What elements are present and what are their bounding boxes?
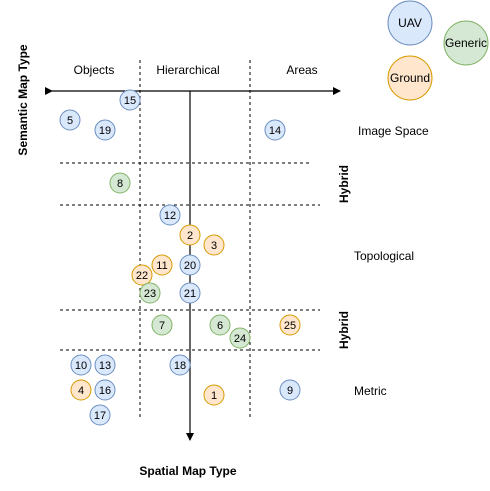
ref-node-label: 2 (187, 230, 193, 242)
ref-node-circle (203, 384, 225, 406)
ref-node-label: 4 (78, 385, 84, 397)
legend-generic-circle (443, 20, 489, 66)
ref-node-label: 16 (99, 385, 111, 397)
ref-node-circle (119, 89, 141, 111)
ref-node-label: 14 (269, 125, 281, 137)
ref-node-18: 18 (169, 354, 191, 376)
spatial-axis-title: Spatial Map Type (139, 464, 236, 478)
ref-node-19: 19 (94, 119, 116, 141)
ref-node-label: 20 (184, 260, 196, 272)
ref-node-4: 4 (70, 379, 92, 401)
ref-node-circle (279, 314, 301, 336)
ref-node-circle (151, 314, 173, 336)
ref-node-circle (151, 254, 173, 276)
ref-node-circle (94, 354, 116, 376)
ref-node-label: 23 (144, 288, 156, 300)
ref-node-label: 12 (164, 210, 176, 222)
ref-node-circle (70, 379, 92, 401)
ref-node-circle (94, 119, 116, 141)
ref-node-11: 11 (151, 254, 173, 276)
ref-node-label: 5 (67, 115, 73, 127)
row-topological: Topological (354, 249, 414, 263)
ref-node-circle (179, 224, 201, 246)
ref-node-circle (203, 234, 225, 256)
ref-node-circle (59, 109, 81, 131)
ref-node-14: 14 (264, 119, 286, 141)
ref-node-circle (279, 379, 301, 401)
ref-node-label: 15 (124, 95, 136, 107)
ref-node-20: 20 (179, 254, 201, 276)
ref-node-25: 25 (279, 314, 301, 336)
row-image-space: Image Space (358, 124, 429, 138)
ref-node-label: 9 (287, 385, 293, 397)
ref-node-1: 1 (203, 384, 225, 406)
ref-node-circle (94, 379, 116, 401)
ref-node-8: 8 (109, 172, 131, 194)
column-areas: Areas (286, 63, 317, 77)
legend-uav-label: UAV (398, 16, 422, 30)
ref-node-16: 16 (94, 379, 116, 401)
ref-node-label: 10 (75, 360, 87, 372)
ref-node-circle (264, 119, 286, 141)
ref-node-label: 21 (184, 288, 196, 300)
row-hybrid-lower: Hybrid (337, 311, 351, 349)
ref-node-circle (139, 282, 161, 304)
ref-node-23: 23 (139, 282, 161, 304)
legend-uav: UAV (387, 0, 433, 46)
semantic-axis-title: Semantic Map Type (16, 44, 30, 155)
ref-node-5: 5 (59, 109, 81, 131)
ref-node-label: 17 (94, 410, 106, 422)
ref-node-17: 17 (89, 404, 111, 426)
ref-node-7: 7 (151, 314, 173, 336)
ref-node-22: 22 (131, 264, 153, 286)
ref-node-15: 15 (119, 89, 141, 111)
column-objects: Objects (74, 63, 115, 77)
legend-ground-label: Ground (390, 71, 430, 85)
column-hierarchical: Hierarchical (156, 63, 219, 77)
ref-node-12: 12 (159, 204, 181, 226)
legend-ground-circle (387, 55, 433, 101)
legend-ground: Ground (387, 55, 433, 101)
ref-node-13: 13 (94, 354, 116, 376)
ref-node-label: 24 (234, 333, 246, 345)
ref-node-label: 25 (284, 320, 296, 332)
ref-node-circle (89, 404, 111, 426)
ref-node-9: 9 (279, 379, 301, 401)
row-metric: Metric (354, 384, 387, 398)
legend-generic: Generic (443, 20, 489, 66)
ref-node-3: 3 (203, 234, 225, 256)
ref-node-circle (109, 172, 131, 194)
ref-node-circle (169, 354, 191, 376)
ref-node-6: 6 (209, 314, 231, 336)
ref-node-label: 19 (99, 125, 111, 137)
ref-node-label: 8 (117, 178, 123, 190)
ref-node-24: 24 (229, 327, 251, 349)
ref-node-label: 1 (211, 390, 217, 402)
ref-node-circle (179, 282, 201, 304)
ref-node-circle (209, 314, 231, 336)
ref-node-label: 6 (217, 320, 223, 332)
ref-node-circle (179, 254, 201, 276)
ref-node-label: 7 (159, 320, 165, 332)
ref-node-21: 21 (179, 282, 201, 304)
ref-node-label: 3 (211, 240, 217, 252)
ref-node-10: 10 (70, 354, 92, 376)
legend-uav-circle (387, 0, 433, 46)
ref-node-circle (159, 204, 181, 226)
ref-node-circle (229, 327, 251, 349)
ref-node-label: 11 (156, 260, 167, 272)
ref-node-label: 22 (136, 270, 148, 282)
ref-node-circle (131, 264, 153, 286)
legend-generic-label: Generic (445, 36, 487, 50)
ref-node-label: 13 (99, 360, 111, 372)
ref-node-label: 18 (174, 360, 186, 372)
row-hybrid-upper: Hybrid (337, 165, 351, 203)
ref-node-circle (70, 354, 92, 376)
ref-node-2: 2 (179, 224, 201, 246)
